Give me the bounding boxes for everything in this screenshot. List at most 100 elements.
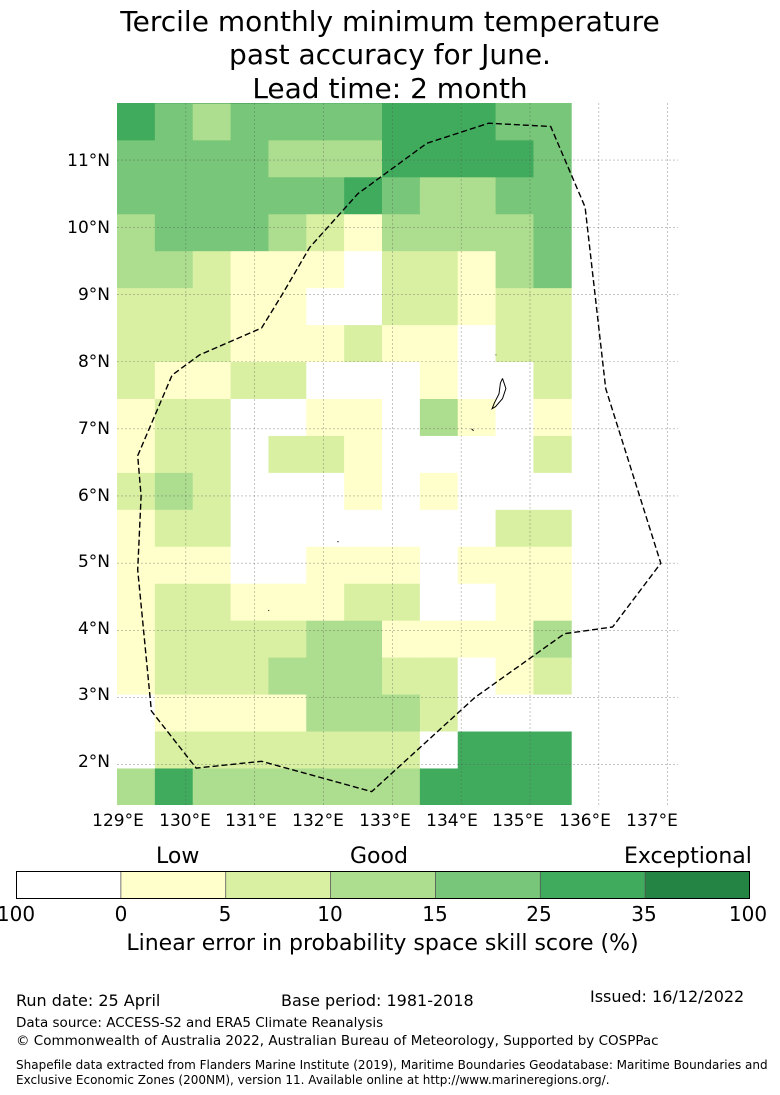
skill-cell <box>306 435 345 473</box>
skill-cell <box>306 546 345 584</box>
skill-cell <box>192 361 231 399</box>
skill-cell <box>230 657 269 695</box>
skill-cell <box>230 398 269 436</box>
skill-cell <box>154 250 194 289</box>
skill-cell <box>382 324 421 363</box>
lat-label-3n: 3°N <box>77 685 110 705</box>
skill-cell <box>344 398 383 436</box>
skill-cell <box>268 103 307 141</box>
skill-cell <box>419 694 459 732</box>
skill-cell <box>230 509 269 547</box>
skill-cell <box>230 361 269 399</box>
skill-cell <box>154 472 194 510</box>
colorbar-segment <box>540 871 646 899</box>
skill-cell <box>495 398 534 436</box>
skill-cell <box>533 472 572 510</box>
skill-cell <box>154 139 194 178</box>
skill-cell <box>192 546 231 584</box>
skill-cell <box>192 176 231 215</box>
skill-cell <box>117 361 156 399</box>
skill-cell <box>268 546 307 584</box>
skill-cell <box>344 139 383 178</box>
skill-cell <box>192 139 231 178</box>
skill-cell <box>306 398 345 436</box>
skill-cell <box>457 103 496 141</box>
skill-cell <box>533 583 572 621</box>
skill-cell <box>344 509 383 547</box>
skill-cell <box>495 583 534 621</box>
skill-cell <box>344 731 383 769</box>
skill-cell <box>419 361 459 399</box>
skill-cell <box>154 103 194 141</box>
skill-cell <box>344 657 383 695</box>
lon-label-131e: 131°E <box>225 811 277 831</box>
skill-cell <box>457 768 496 805</box>
skill-cell <box>117 620 156 658</box>
skill-cell <box>495 731 534 769</box>
skill-cell <box>419 250 459 289</box>
skill-cell <box>230 213 269 252</box>
lat-label-11n: 11°N <box>67 151 110 171</box>
skill-cell <box>382 103 421 141</box>
skill-cell <box>230 620 269 658</box>
skill-cell <box>457 176 496 215</box>
skill-cell <box>419 731 459 769</box>
lon-label-132e: 132°E <box>292 811 344 831</box>
skill-cell <box>457 287 496 326</box>
lat-label-9n: 9°N <box>77 285 110 305</box>
colorbar-segment <box>645 871 750 899</box>
skill-cell <box>306 472 345 510</box>
colorbar-tick-0: 0 <box>114 902 128 926</box>
skill-cell <box>192 768 231 805</box>
skill-cell <box>419 657 459 695</box>
skill-cell <box>495 509 534 547</box>
skill-cell <box>344 250 383 289</box>
skill-cell <box>230 250 269 289</box>
skill-cell <box>230 546 269 584</box>
skill-cell <box>457 435 496 473</box>
skill-cell <box>382 509 421 547</box>
skill-cell <box>457 361 496 399</box>
skill-cell <box>344 694 383 732</box>
skill-cell <box>306 731 345 769</box>
skill-cell <box>230 694 269 732</box>
skill-cell <box>230 472 269 510</box>
skill-cell <box>117 435 156 473</box>
skill-cell <box>382 176 421 215</box>
lat-label-8n: 8°N <box>77 352 110 372</box>
skill-cell <box>495 694 534 732</box>
skill-cell <box>192 435 231 473</box>
skill-cell <box>154 398 194 436</box>
skill-cell <box>230 139 269 178</box>
skill-cell <box>268 287 307 326</box>
lon-label-136e: 136°E <box>559 811 611 831</box>
skill-cell <box>117 176 156 215</box>
skill-cell <box>344 287 383 326</box>
skill-cell <box>117 250 156 289</box>
skill-cell <box>419 472 459 510</box>
skill-cell <box>533 176 572 215</box>
skill-cell <box>419 176 459 215</box>
skill-cell <box>154 509 194 547</box>
skill-cell <box>192 398 231 436</box>
colorbar-segment <box>120 871 227 899</box>
skill-cell <box>344 620 383 658</box>
colorbar <box>16 871 750 899</box>
colorbar-tick-5: 5 <box>218 902 232 926</box>
skill-cell <box>382 546 421 584</box>
lat-label-4n: 4°N <box>77 619 110 639</box>
islet-outline <box>471 428 474 432</box>
skill-cell <box>344 361 383 399</box>
skill-cell <box>495 250 534 289</box>
colorbar-tick-15: 15 <box>422 902 448 926</box>
map-title-line-2: past accuracy for June. <box>229 38 551 71</box>
skill-cell <box>117 731 156 769</box>
skill-cell <box>419 768 459 805</box>
skill-cell <box>117 768 156 805</box>
skill-cell <box>419 435 459 473</box>
skill-cell <box>268 398 307 436</box>
skill-cell <box>154 287 194 326</box>
skill-cell <box>533 731 572 769</box>
skill-cell <box>306 768 345 805</box>
shapefile-credit-line-1: Shapefile data extracted from Flanders M… <box>16 1058 768 1072</box>
